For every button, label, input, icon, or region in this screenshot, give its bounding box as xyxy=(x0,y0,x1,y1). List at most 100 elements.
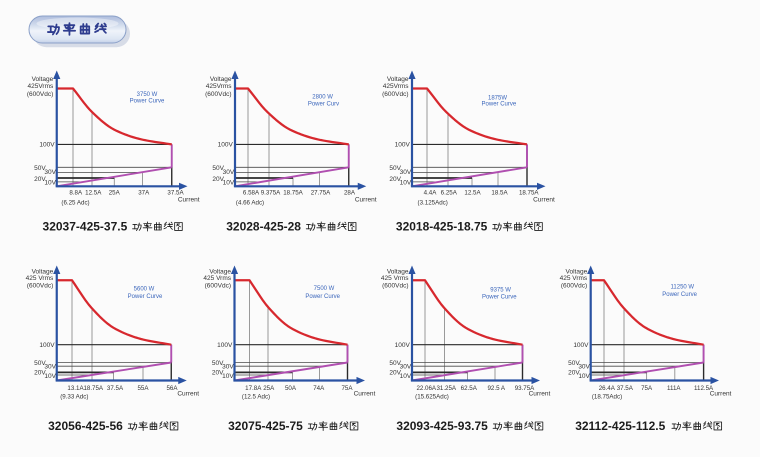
svg-text:18.75A: 18.75A xyxy=(283,190,303,197)
svg-text:7500 W: 7500 W xyxy=(314,286,335,292)
svg-text:(3.125Adc): (3.125Adc) xyxy=(418,199,448,206)
svg-text:30V: 30V xyxy=(400,363,412,370)
svg-text:2800 W: 2800 W xyxy=(312,95,333,101)
svg-text:37.5A: 37.5A xyxy=(617,385,634,392)
svg-text:100V: 100V xyxy=(217,342,233,349)
svg-text:100V: 100V xyxy=(218,142,234,149)
svg-text:27.75A: 27.75A xyxy=(311,190,331,197)
svg-text:(18.75Adc): (18.75Adc) xyxy=(592,394,622,401)
svg-text:10V: 10V xyxy=(578,373,590,380)
svg-text:(600Vdc): (600Vdc) xyxy=(382,283,408,290)
svg-text:Current: Current xyxy=(355,197,377,204)
svg-text:100V: 100V xyxy=(573,342,589,349)
svg-text:22.06A: 22.06A xyxy=(416,385,436,392)
svg-text:(600Vdc): (600Vdc) xyxy=(205,91,231,98)
svg-text:32056-425-56: 32056-425-56 xyxy=(48,419,123,433)
svg-text:Current: Current xyxy=(354,391,376,398)
svg-text:Voltage: Voltage xyxy=(32,76,54,83)
svg-text:425 Vrms: 425 Vrms xyxy=(26,275,54,282)
svg-text:10V: 10V xyxy=(44,179,56,186)
svg-text:10V: 10V xyxy=(223,179,235,186)
svg-text:10V: 10V xyxy=(44,373,56,380)
svg-text:26.4A: 26.4A xyxy=(599,385,616,392)
svg-text:(4.66 Adc): (4.66 Adc) xyxy=(236,199,264,206)
svg-text:10V: 10V xyxy=(400,373,412,380)
svg-text:Power Curve: Power Curve xyxy=(130,99,165,105)
svg-text:20V: 20V xyxy=(212,370,224,377)
svg-text:6.25A: 6.25A xyxy=(441,190,458,197)
svg-text:75A: 75A xyxy=(341,385,353,392)
svg-text:Voltage: Voltage xyxy=(387,76,409,83)
svg-text:(600Vdc): (600Vdc) xyxy=(205,283,231,290)
svg-text:6.58A: 6.58A xyxy=(243,190,260,197)
svg-text:Voltage: Voltage xyxy=(32,269,54,276)
svg-text:425 Vrms: 425 Vrms xyxy=(381,275,409,282)
svg-text:12.5A: 12.5A xyxy=(464,190,481,197)
svg-text:50V: 50V xyxy=(34,360,46,367)
svg-text:93.75A: 93.75A xyxy=(515,385,535,392)
svg-text:Current: Current xyxy=(533,197,555,204)
svg-text:12.5A: 12.5A xyxy=(85,190,102,197)
svg-text:32112-425-112.5: 32112-425-112.5 xyxy=(575,419,665,433)
svg-text:37.5A: 37.5A xyxy=(107,385,124,392)
svg-text:20V: 20V xyxy=(389,176,401,183)
svg-text:20V: 20V xyxy=(212,176,224,183)
svg-text:3750 W: 3750 W xyxy=(137,92,158,98)
svg-text:17.8A: 17.8A xyxy=(245,385,262,392)
svg-text:55A: 55A xyxy=(137,385,149,392)
svg-text:100V: 100V xyxy=(39,142,55,149)
svg-text:18.75A: 18.75A xyxy=(519,190,539,197)
svg-text:Power Curve: Power Curve xyxy=(482,295,517,301)
svg-text:Current: Current xyxy=(529,391,551,398)
svg-text:425Vrms: 425Vrms xyxy=(27,83,54,90)
svg-text:100V: 100V xyxy=(39,342,55,349)
svg-text:10V: 10V xyxy=(222,373,234,380)
svg-text:Current: Current xyxy=(177,391,199,398)
svg-text:8.8A: 8.8A xyxy=(69,190,83,197)
svg-text:25A: 25A xyxy=(263,385,275,392)
svg-text:50V: 50V xyxy=(34,165,46,172)
svg-text:32028-425-28: 32028-425-28 xyxy=(226,220,301,234)
svg-text:(6.25 Adc): (6.25 Adc) xyxy=(61,199,89,206)
svg-text:18.75A: 18.75A xyxy=(83,385,103,392)
svg-text:30V: 30V xyxy=(400,169,412,176)
svg-text:Current: Current xyxy=(178,197,200,204)
svg-text:50V: 50V xyxy=(212,165,224,172)
svg-text:62.5A: 62.5A xyxy=(461,385,478,392)
svg-text:9375 W: 9375 W xyxy=(490,288,511,294)
svg-text:20V: 20V xyxy=(34,176,46,183)
svg-text:Voltage: Voltage xyxy=(387,269,409,276)
svg-text:Power Curve: Power Curve xyxy=(128,294,163,300)
svg-text:50V: 50V xyxy=(568,360,580,367)
svg-text:30V: 30V xyxy=(44,363,56,370)
svg-text:37.5A: 37.5A xyxy=(167,190,184,197)
svg-text:30V: 30V xyxy=(222,363,234,370)
svg-text:32037-425-37.5: 32037-425-37.5 xyxy=(43,220,128,234)
svg-text:50V: 50V xyxy=(389,360,401,367)
svg-text:28A: 28A xyxy=(344,190,356,197)
svg-text:1875W: 1875W xyxy=(488,96,507,102)
svg-text:25A: 25A xyxy=(109,190,121,197)
svg-text:5600 W: 5600 W xyxy=(134,287,155,293)
svg-text:37A: 37A xyxy=(138,190,150,197)
svg-text:30V: 30V xyxy=(44,169,56,176)
svg-text:9.375A: 9.375A xyxy=(261,190,281,197)
svg-text:32075-425-75: 32075-425-75 xyxy=(228,419,303,433)
svg-text:100V: 100V xyxy=(395,142,411,149)
svg-text:Power Curve: Power Curve xyxy=(482,102,517,108)
svg-text:425Vrms: 425Vrms xyxy=(383,83,410,90)
svg-text:(12.5 Adc): (12.5 Adc) xyxy=(242,394,270,401)
svg-text:425 Vrms: 425 Vrms xyxy=(203,275,231,282)
svg-text:(9.33 Adc): (9.33 Adc) xyxy=(60,394,88,401)
svg-text:20V: 20V xyxy=(568,370,580,377)
svg-text:425Vrms: 425Vrms xyxy=(206,83,233,90)
svg-text:10V: 10V xyxy=(400,179,412,186)
svg-text:(600Vdc): (600Vdc) xyxy=(27,91,53,98)
svg-text:74A: 74A xyxy=(313,385,325,392)
svg-text:30V: 30V xyxy=(223,169,235,176)
svg-text:100V: 100V xyxy=(395,342,411,349)
svg-text:Power Curve: Power Curve xyxy=(662,292,697,298)
svg-text:31.25A: 31.25A xyxy=(436,385,456,392)
svg-text:Power Curve: Power Curve xyxy=(305,294,340,300)
svg-text:Voltage: Voltage xyxy=(209,269,231,276)
